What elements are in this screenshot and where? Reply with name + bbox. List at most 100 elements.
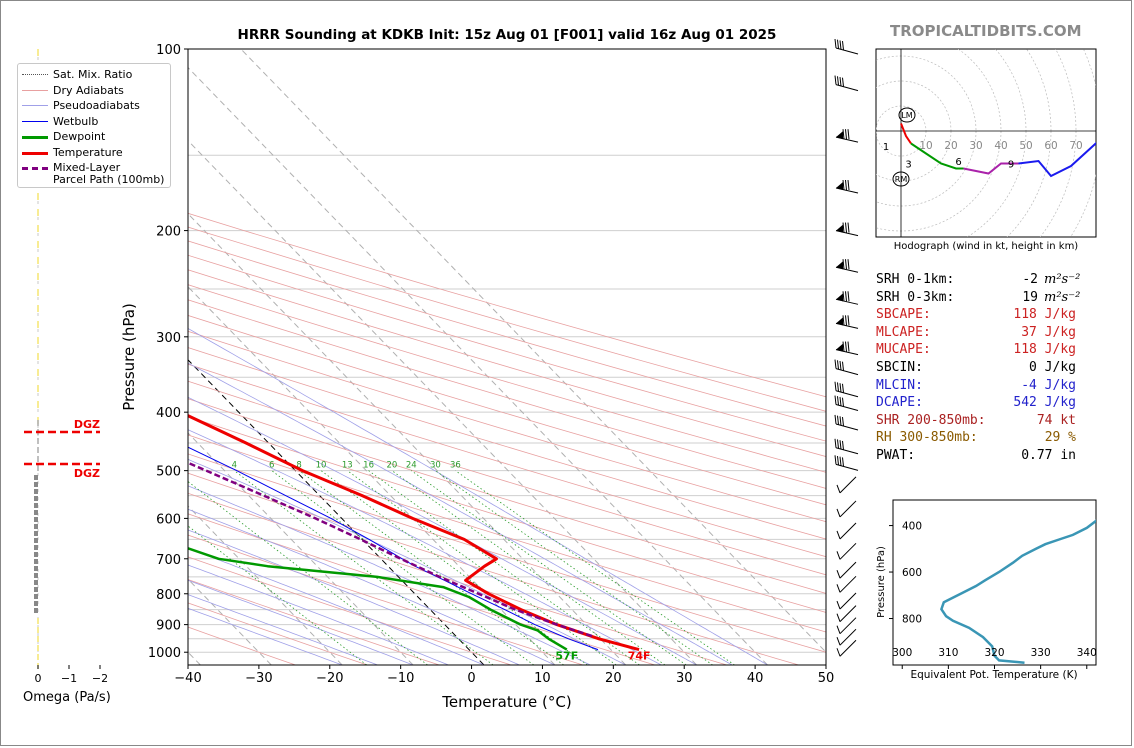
x-tick-label: −30 <box>245 671 272 686</box>
wind-barb <box>836 542 857 560</box>
dry-adiabat <box>188 347 826 540</box>
legend-swatch <box>22 167 48 170</box>
stat-label: SBCIN: <box>876 359 923 375</box>
hodograph-ring-label: 20 <box>944 140 957 152</box>
dry-adiabat <box>188 579 440 665</box>
omega-tick-label: −2 <box>92 672 108 685</box>
hodograph-ring-label: 50 <box>1019 140 1032 152</box>
stat-label: MUCAPE: <box>876 342 931 358</box>
hodograph-ring-label: 60 <box>1044 140 1057 152</box>
dgz-top-label: DGZ <box>74 418 100 431</box>
y-tick-label: 700 <box>156 553 181 568</box>
hodograph-frame <box>875 48 1097 238</box>
mixing-ratio-line <box>188 525 367 665</box>
x-tick-label: 0 <box>467 671 475 686</box>
wind-barb <box>834 38 859 55</box>
hodograph-ring-label: 70 <box>1069 140 1082 152</box>
mixing-ratio-label: 36 <box>450 461 461 471</box>
hodograph-caption: Hodograph (wind in kt, height in km) <box>893 241 1079 252</box>
wind-barbs <box>834 38 859 657</box>
x-tick-label: 20 <box>605 671 622 686</box>
stat-label: SHR 200-850mb: <box>876 412 986 428</box>
dry-adiabat <box>188 212 826 398</box>
stat-label: PWAT: <box>876 447 916 463</box>
hodograph-ring-label: 30 <box>969 140 982 152</box>
mixing-ratio-line <box>391 470 666 665</box>
hodograph-ring-label: 40 <box>994 140 1007 152</box>
x-tick-label: 50 <box>818 671 835 686</box>
legend-swatch <box>22 136 48 139</box>
wind-barb <box>836 500 857 518</box>
stat-value: 19 <box>1022 289 1038 305</box>
site-brand[interactable]: TROPICALTIDBITS.COM <box>890 22 1082 40</box>
mixing-ratio-label: 1 <box>115 461 120 471</box>
stat-row: PWAT: 0.77 in <box>876 447 1096 465</box>
mixing-ratio-label: 4 <box>232 461 237 471</box>
stat-label: RH 300-850mb: <box>876 430 978 446</box>
mixing-ratio-line <box>455 470 735 665</box>
stat-label: SBCAPE: <box>876 307 931 323</box>
wind-barb <box>835 315 859 329</box>
y-tick-label: 800 <box>156 588 181 603</box>
omega-bar <box>34 580 38 585</box>
y-axis-label: Pressure (hPa) <box>120 303 138 411</box>
omega-bar <box>34 475 38 480</box>
dry-adiabat <box>188 363 826 558</box>
omega-bar <box>34 524 38 529</box>
wind-barb <box>836 605 857 622</box>
hodograph-segment <box>1018 141 1096 178</box>
wind-barb <box>834 438 859 455</box>
pseudoadiabat <box>188 607 343 665</box>
series-wetbulb <box>188 446 599 651</box>
stat-value: 29 % <box>1044 430 1076 446</box>
y-tick-label: 200 <box>156 225 181 240</box>
wind-barb <box>834 414 859 431</box>
legend-label: Dry Adiabats <box>53 83 124 97</box>
dry-adiabat <box>188 492 727 665</box>
stat-value: -2 <box>1022 272 1038 287</box>
stat-row: RH 300-850mb: 29 % <box>876 429 1096 447</box>
legend: Sat. Mix. Ratio Dry Adiabats Pseudoadiabat… <box>17 63 171 188</box>
mixing-ratio-label: 13 <box>342 461 353 471</box>
wind-barb <box>835 341 859 356</box>
wind-barb <box>835 179 859 194</box>
dry-adiabat <box>188 434 826 633</box>
stat-unit: m²s⁻² <box>1044 272 1081 287</box>
pseudoadiabat <box>188 579 414 665</box>
omega-bar <box>34 559 38 564</box>
wind-barb <box>835 291 859 305</box>
stat-value: 74 kt <box>1036 412 1076 428</box>
omega-bar <box>34 601 38 606</box>
dry-adiabat <box>188 240 826 427</box>
stat-value: 0 J/kg <box>1029 359 1076 375</box>
pseudoadiabat <box>188 508 555 665</box>
y-tick-label: 100 <box>156 43 181 58</box>
hodograph-ring-label: 10 <box>919 140 932 152</box>
omega-bar <box>34 503 38 508</box>
mixing-ratio-line <box>271 470 535 665</box>
theta-e-y-tick-label: 800 <box>902 614 922 626</box>
omega-bar <box>34 608 38 613</box>
chart-title: HRRR Sounding at KDKB Init: 15z Aug 01 [… <box>237 27 777 43</box>
hodograph-segment <box>963 162 1019 175</box>
hodograph-height-label: 3 <box>905 160 911 171</box>
stat-value: 118 J/kg <box>1013 342 1076 358</box>
theta-e-x-tick-label: 330 <box>1031 647 1051 659</box>
series-mixed-layer-parcel-path-100mb <box>188 461 593 638</box>
legend-label: Temperature <box>53 145 123 159</box>
legend-label: Dewpoint <box>53 130 106 143</box>
stat-row: SRH 0-1km: -2 m²s⁻² <box>876 271 1096 289</box>
omega-bar <box>34 594 38 599</box>
wind-barb <box>836 522 857 540</box>
right-mover-marker <box>892 171 910 187</box>
stat-row: SBCAPE: 118 J/kg <box>876 306 1096 324</box>
omega-bar <box>34 573 38 578</box>
omega-bar <box>34 545 38 550</box>
isotherm <box>188 286 556 665</box>
wind-barb <box>835 129 859 143</box>
y-tick-label: 500 <box>156 465 181 480</box>
y-tick-label: 400 <box>156 406 181 421</box>
omega-panel: DGZ DGZ 0 −1 −2 <box>24 49 108 685</box>
plot-frame <box>187 48 827 666</box>
